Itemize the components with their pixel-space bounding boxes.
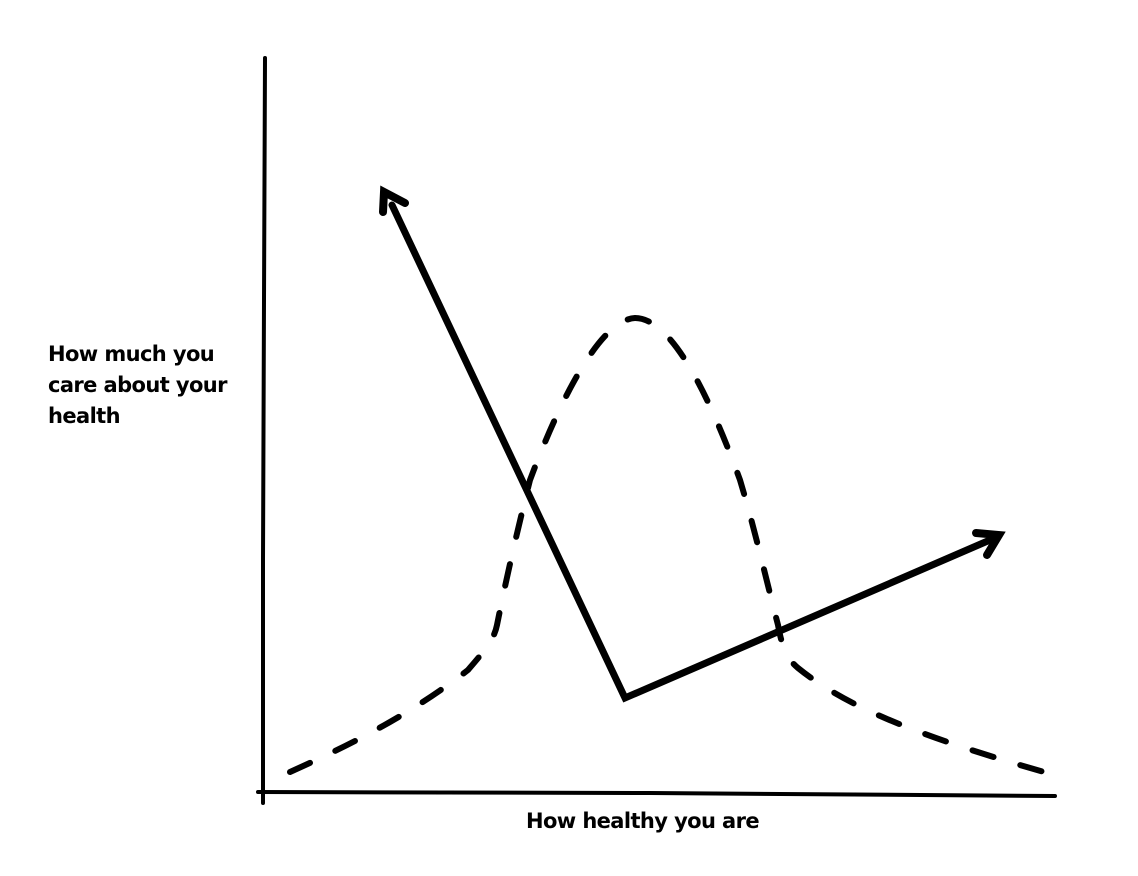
x-axis-label: How healthy you are <box>526 809 760 833</box>
y-axis-label-line: health <box>48 404 121 428</box>
arrowhead-up-left-icon <box>379 185 409 216</box>
x-axis <box>256 790 1057 798</box>
y-axis-label-line: How much you <box>48 342 215 366</box>
dashed-bell-curve <box>287 314 1068 781</box>
solid-v-arrow-path <box>388 201 994 703</box>
y-axis <box>261 56 267 805</box>
y-axis-label: How much you care about your health <box>48 339 248 432</box>
arrowhead-right-icon <box>972 529 1006 559</box>
y-axis-label-line: care about your <box>48 373 227 397</box>
